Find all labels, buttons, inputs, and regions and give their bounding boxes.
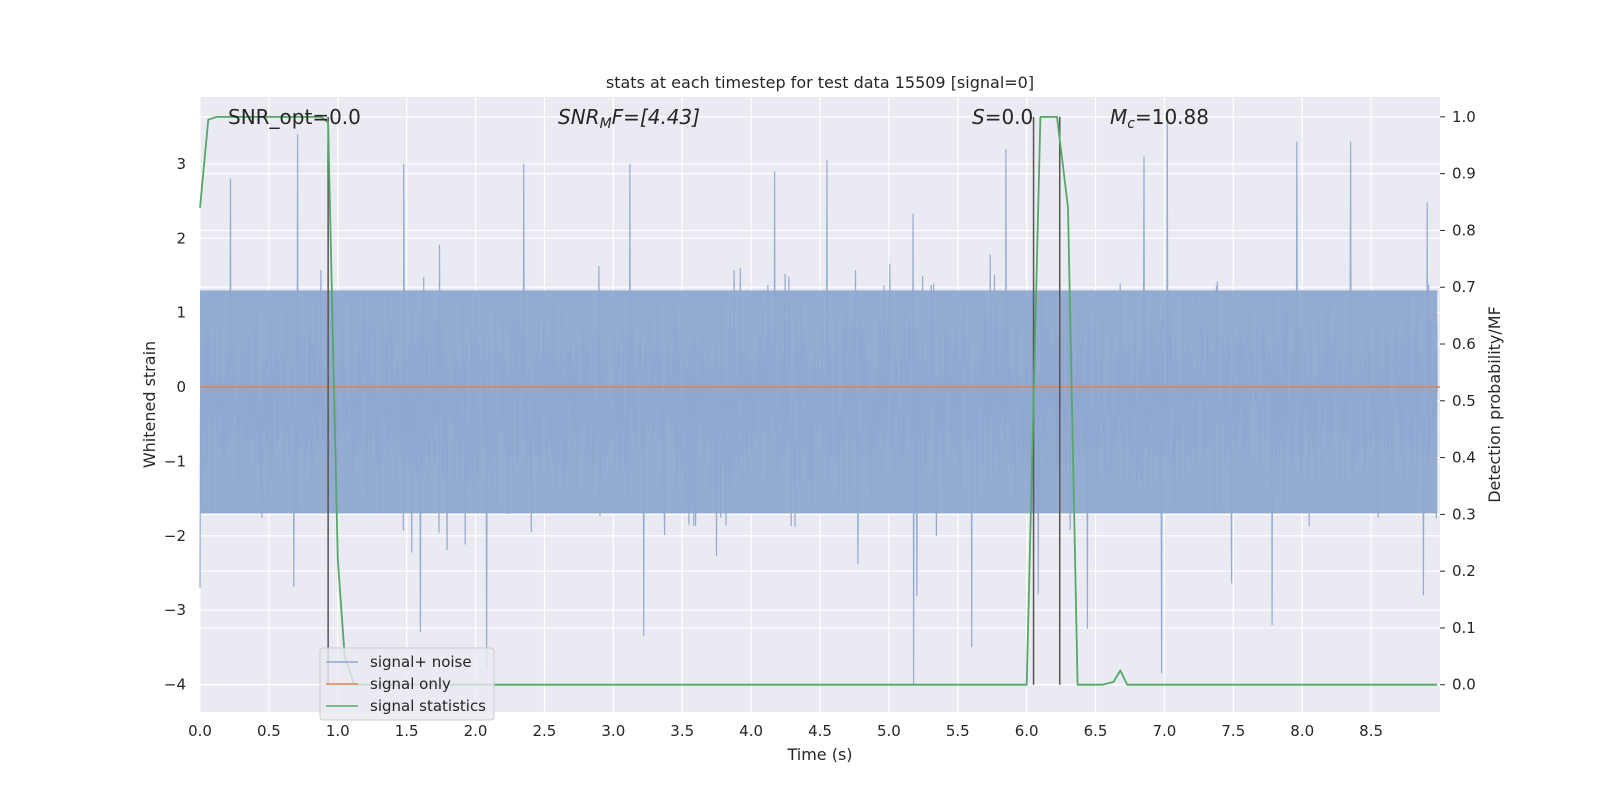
legend: signal+ noise signal only signal statist… (319, 647, 495, 721)
x-tick-label: 0.0 (188, 722, 212, 740)
axis-ticks: 0.0 0.5 1.0 1.5 2.0 2.5 3.0 3.5 4.0 4.5 5.0 5.5 6.0 6… (164, 108, 1476, 740)
signal-noise-line (199, 122, 1438, 685)
annotation-snr-mf: SNRMF=[4.43] (558, 105, 700, 132)
x-tick-label: 1.5 (395, 722, 419, 740)
y2-tick-label: 0.4 (1452, 449, 1476, 467)
x-tick-label: 7.5 (1221, 722, 1245, 740)
y-tick-label: −1 (164, 452, 186, 470)
y2-tick-label: 0.8 (1452, 221, 1476, 239)
y2-tick-label: 0.1 (1452, 619, 1476, 637)
x-tick-label: 6.0 (1015, 722, 1039, 740)
y-tick-label: −3 (164, 601, 186, 619)
x-tick-label: 5.0 (877, 722, 901, 740)
legend-label-signal-statistics: signal statistics (370, 697, 486, 715)
x-tick-label: 1.0 (326, 722, 350, 740)
y2-tick-label: 0.2 (1452, 562, 1476, 580)
x-tick-label: 6.5 (1084, 722, 1108, 740)
legend-label-signal-noise: signal+ noise (370, 653, 472, 671)
signal-statistics-series (199, 116, 1438, 686)
y-tick-label: −4 (164, 675, 186, 693)
y2-tick-label: 0.3 (1452, 505, 1476, 523)
signal-statistics-line (199, 116, 1438, 686)
x-tick-label: 8.5 (1359, 722, 1383, 740)
y2-tick-label: 0.0 (1452, 676, 1476, 694)
y-axis-label: Whitened strain (140, 341, 159, 468)
x-tick-label: 7.0 (1153, 722, 1177, 740)
y2-axis-label: Detection probability/MF (1485, 306, 1504, 503)
y2-tick-label: 1.0 (1452, 108, 1476, 126)
legend-box (319, 647, 495, 721)
y-tick-label: 1 (176, 304, 186, 322)
x-tick-label: 8.0 (1290, 722, 1314, 740)
x-tick-label: 5.5 (946, 722, 970, 740)
y2-tick-label: 0.9 (1452, 165, 1476, 183)
legend-label-signal-only: signal only (370, 675, 451, 693)
annotation-mc: Mc=10.88 (1110, 105, 1209, 132)
y-tick-label: 3 (176, 155, 186, 173)
x-tick-label: 3.0 (601, 722, 625, 740)
signal-noise-series (199, 122, 1438, 685)
y-tick-label: −2 (164, 527, 186, 545)
x-tick-label: 4.5 (808, 722, 832, 740)
y2-tick-label: 0.5 (1452, 392, 1476, 410)
annotation-s: S=0.0 (972, 105, 1033, 129)
y-tick-label: 2 (176, 229, 186, 247)
x-tick-label: 3.5 (670, 722, 694, 740)
chart-title: stats at each timestep for test data 155… (606, 73, 1034, 92)
x-axis-label: Time (s) (786, 745, 852, 764)
y2-tick-label: 0.7 (1452, 278, 1476, 296)
y2-tick-label: 0.6 (1452, 335, 1476, 353)
x-tick-label: 0.5 (257, 722, 281, 740)
x-tick-label: 2.5 (533, 722, 557, 740)
x-tick-label: 4.0 (739, 722, 763, 740)
annotation-snr-opt: SNR_opt=0.0 (228, 105, 361, 129)
x-tick-label: 2.0 (464, 722, 488, 740)
y-tick-label: 0 (176, 378, 186, 396)
